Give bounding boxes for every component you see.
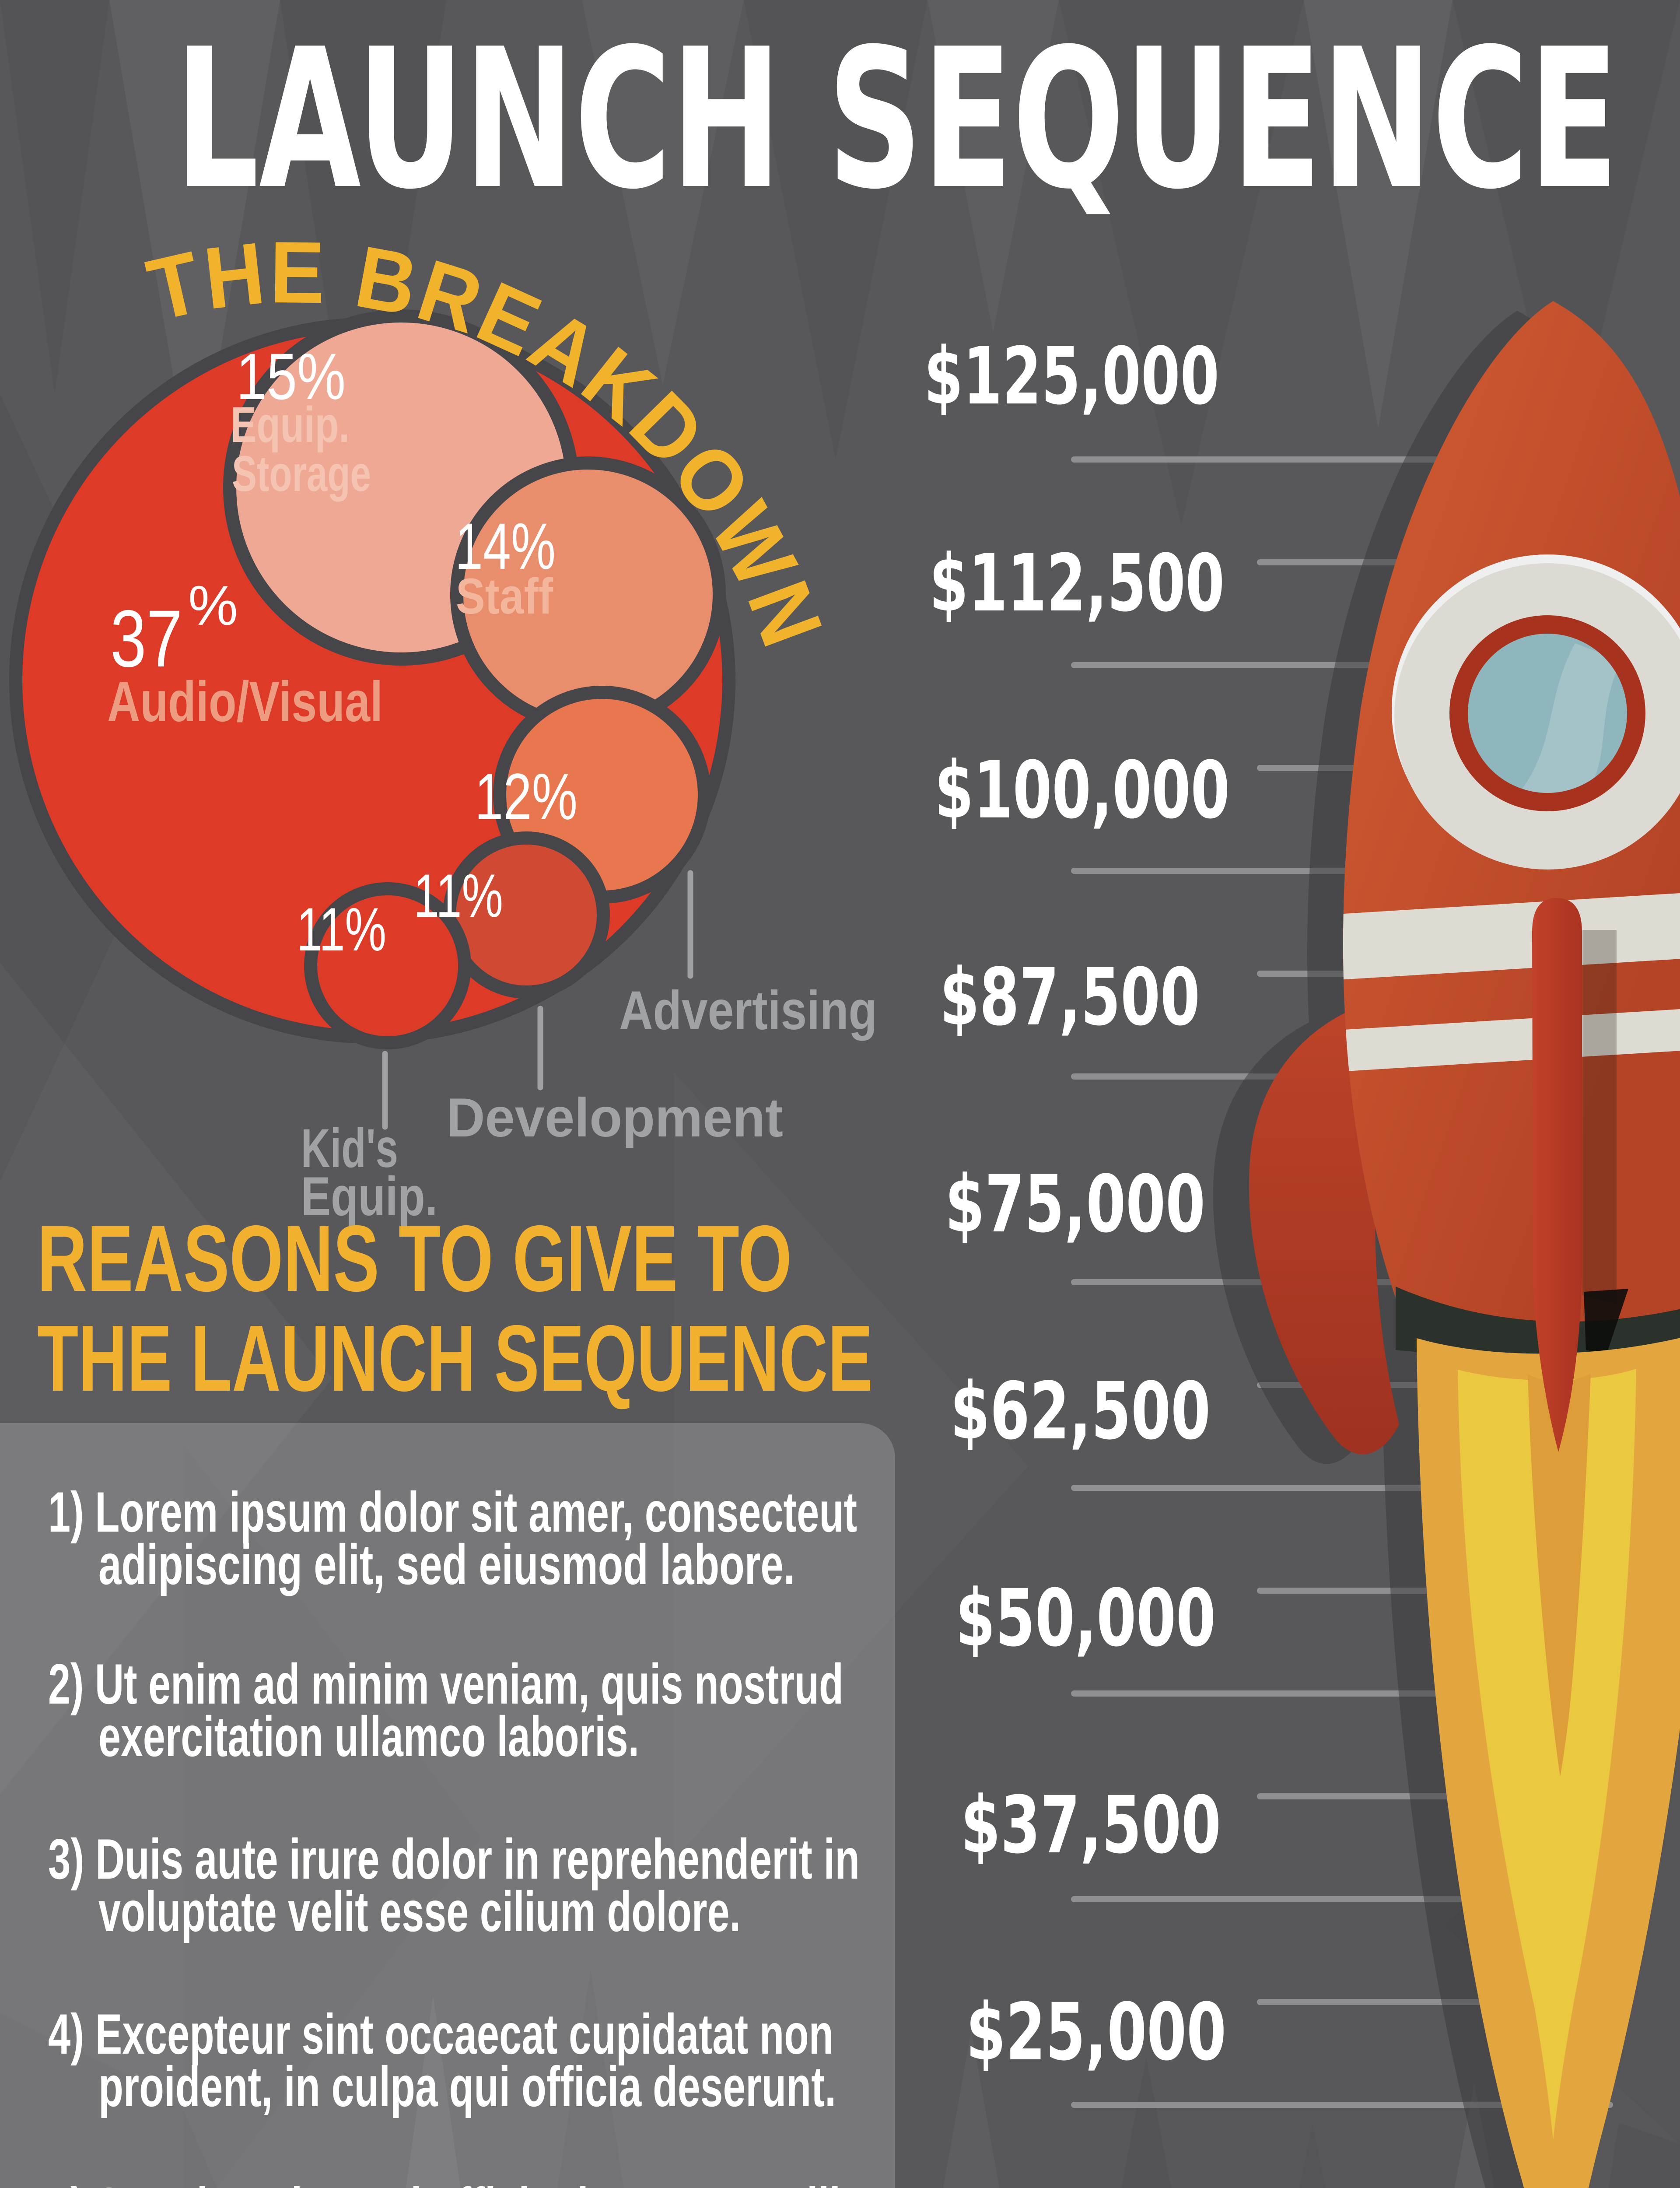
- pct-symbol-audio-visual: %: [188, 575, 238, 637]
- callout-development: Development: [446, 1087, 783, 1148]
- scale-label-50000: $50,000: [956, 1573, 1216, 1664]
- callout-kids-1: Kid's: [301, 1118, 398, 1179]
- label-audio-visual: Audio/Visual: [107, 670, 383, 733]
- pct-equip-storage: 15%: [236, 340, 346, 413]
- pct-staff: 14%: [455, 509, 556, 583]
- scale-label-87500: $87,500: [940, 952, 1200, 1043]
- bubble-kids-equip: [304, 882, 471, 1049]
- reasons-heading-line1: REASONS TO GIVE TO: [37, 1206, 792, 1311]
- rocket-nozzle-slit: [1584, 1289, 1628, 1354]
- scale-label-125000: $125,000: [924, 331, 1219, 422]
- label-equip-storage-2: Storage: [232, 446, 371, 502]
- rocket-fin-center: [1532, 898, 1582, 1452]
- page-title: LAUNCH SEQUENCE: [175, 7, 1619, 231]
- label-staff: Staff: [456, 568, 553, 624]
- rocket-flame-core: [1528, 1373, 1591, 1777]
- scale-label-100000: $100,000: [934, 745, 1230, 836]
- rocket-flame-inner: [1458, 1369, 1636, 2140]
- reason-2-line2: exercitation ullamco laboris.: [98, 1704, 639, 1768]
- reason-4-line1: 4) Excepteur sint occaecat cupidatat non: [48, 2002, 833, 2066]
- pct-kids-equip: 11%: [297, 895, 386, 964]
- reason-3-line1: 3) Duis aute irure dolor in reprehenderi…: [48, 1827, 860, 1891]
- reason-1-line2: adipiscing elit, sed eiusmod labore.: [98, 1532, 795, 1596]
- scale-label-37500: $37,500: [961, 1780, 1221, 1871]
- scale-label-62500: $62,500: [950, 1366, 1211, 1457]
- pct-development: 11%: [413, 861, 503, 930]
- reason-1-line1: 1) Lorem ipsum dolor sit amer, consecteu…: [48, 1480, 857, 1544]
- scale-label-112500: $112,500: [929, 538, 1225, 629]
- scale-labels: $125,000 $112,500 $100,000 $87,500 $75,0…: [924, 331, 1230, 2078]
- reason-5-line1: 5) Sunt in culpa qui officia deserunt mo…: [48, 2176, 854, 2188]
- rocket-window: [1392, 554, 1680, 870]
- rocket-stripe-lower: [1343, 1005, 1680, 1073]
- scale-label-75000: $75,000: [945, 1159, 1205, 1250]
- scale-label-25000: $25,000: [966, 1987, 1226, 2078]
- reason-4-line2: proident, in culpa qui officia deserunt.: [98, 2055, 836, 2118]
- reason-3-line2: voluptate velit esse cilium dolore.: [98, 1879, 741, 1943]
- reasons-list: 1) Lorem ipsum dolor sit amer, consecteu…: [48, 1480, 860, 2188]
- reasons-heading-line2: THE LAUNCH SEQUENCE: [37, 1305, 873, 1411]
- reasons-panel: [0, 1423, 895, 2188]
- label-equip-storage-1: Equip.: [231, 397, 350, 453]
- rocket-fin-shadow-column: [1582, 930, 1617, 1304]
- pct-audio-visual: 37: [110, 594, 182, 684]
- rocket-illustration: [1213, 301, 1680, 2188]
- callout-kids-2: Equip.: [301, 1166, 438, 1227]
- breakdown-bubble-chart: 37 % Audio/Visual 15% Equip. Storage 14%…: [9, 309, 877, 1227]
- reason-2-line1: 2) Ut enim ad minim veniam, quis nostrud: [48, 1652, 844, 1716]
- pct-advertising: 12%: [475, 760, 578, 833]
- window-glass-reflection: [1518, 643, 1621, 793]
- rocket-stripes: [1343, 889, 1680, 1304]
- rocket-stripe-upper: [1343, 889, 1680, 982]
- callout-advertising: Advertising: [619, 980, 877, 1041]
